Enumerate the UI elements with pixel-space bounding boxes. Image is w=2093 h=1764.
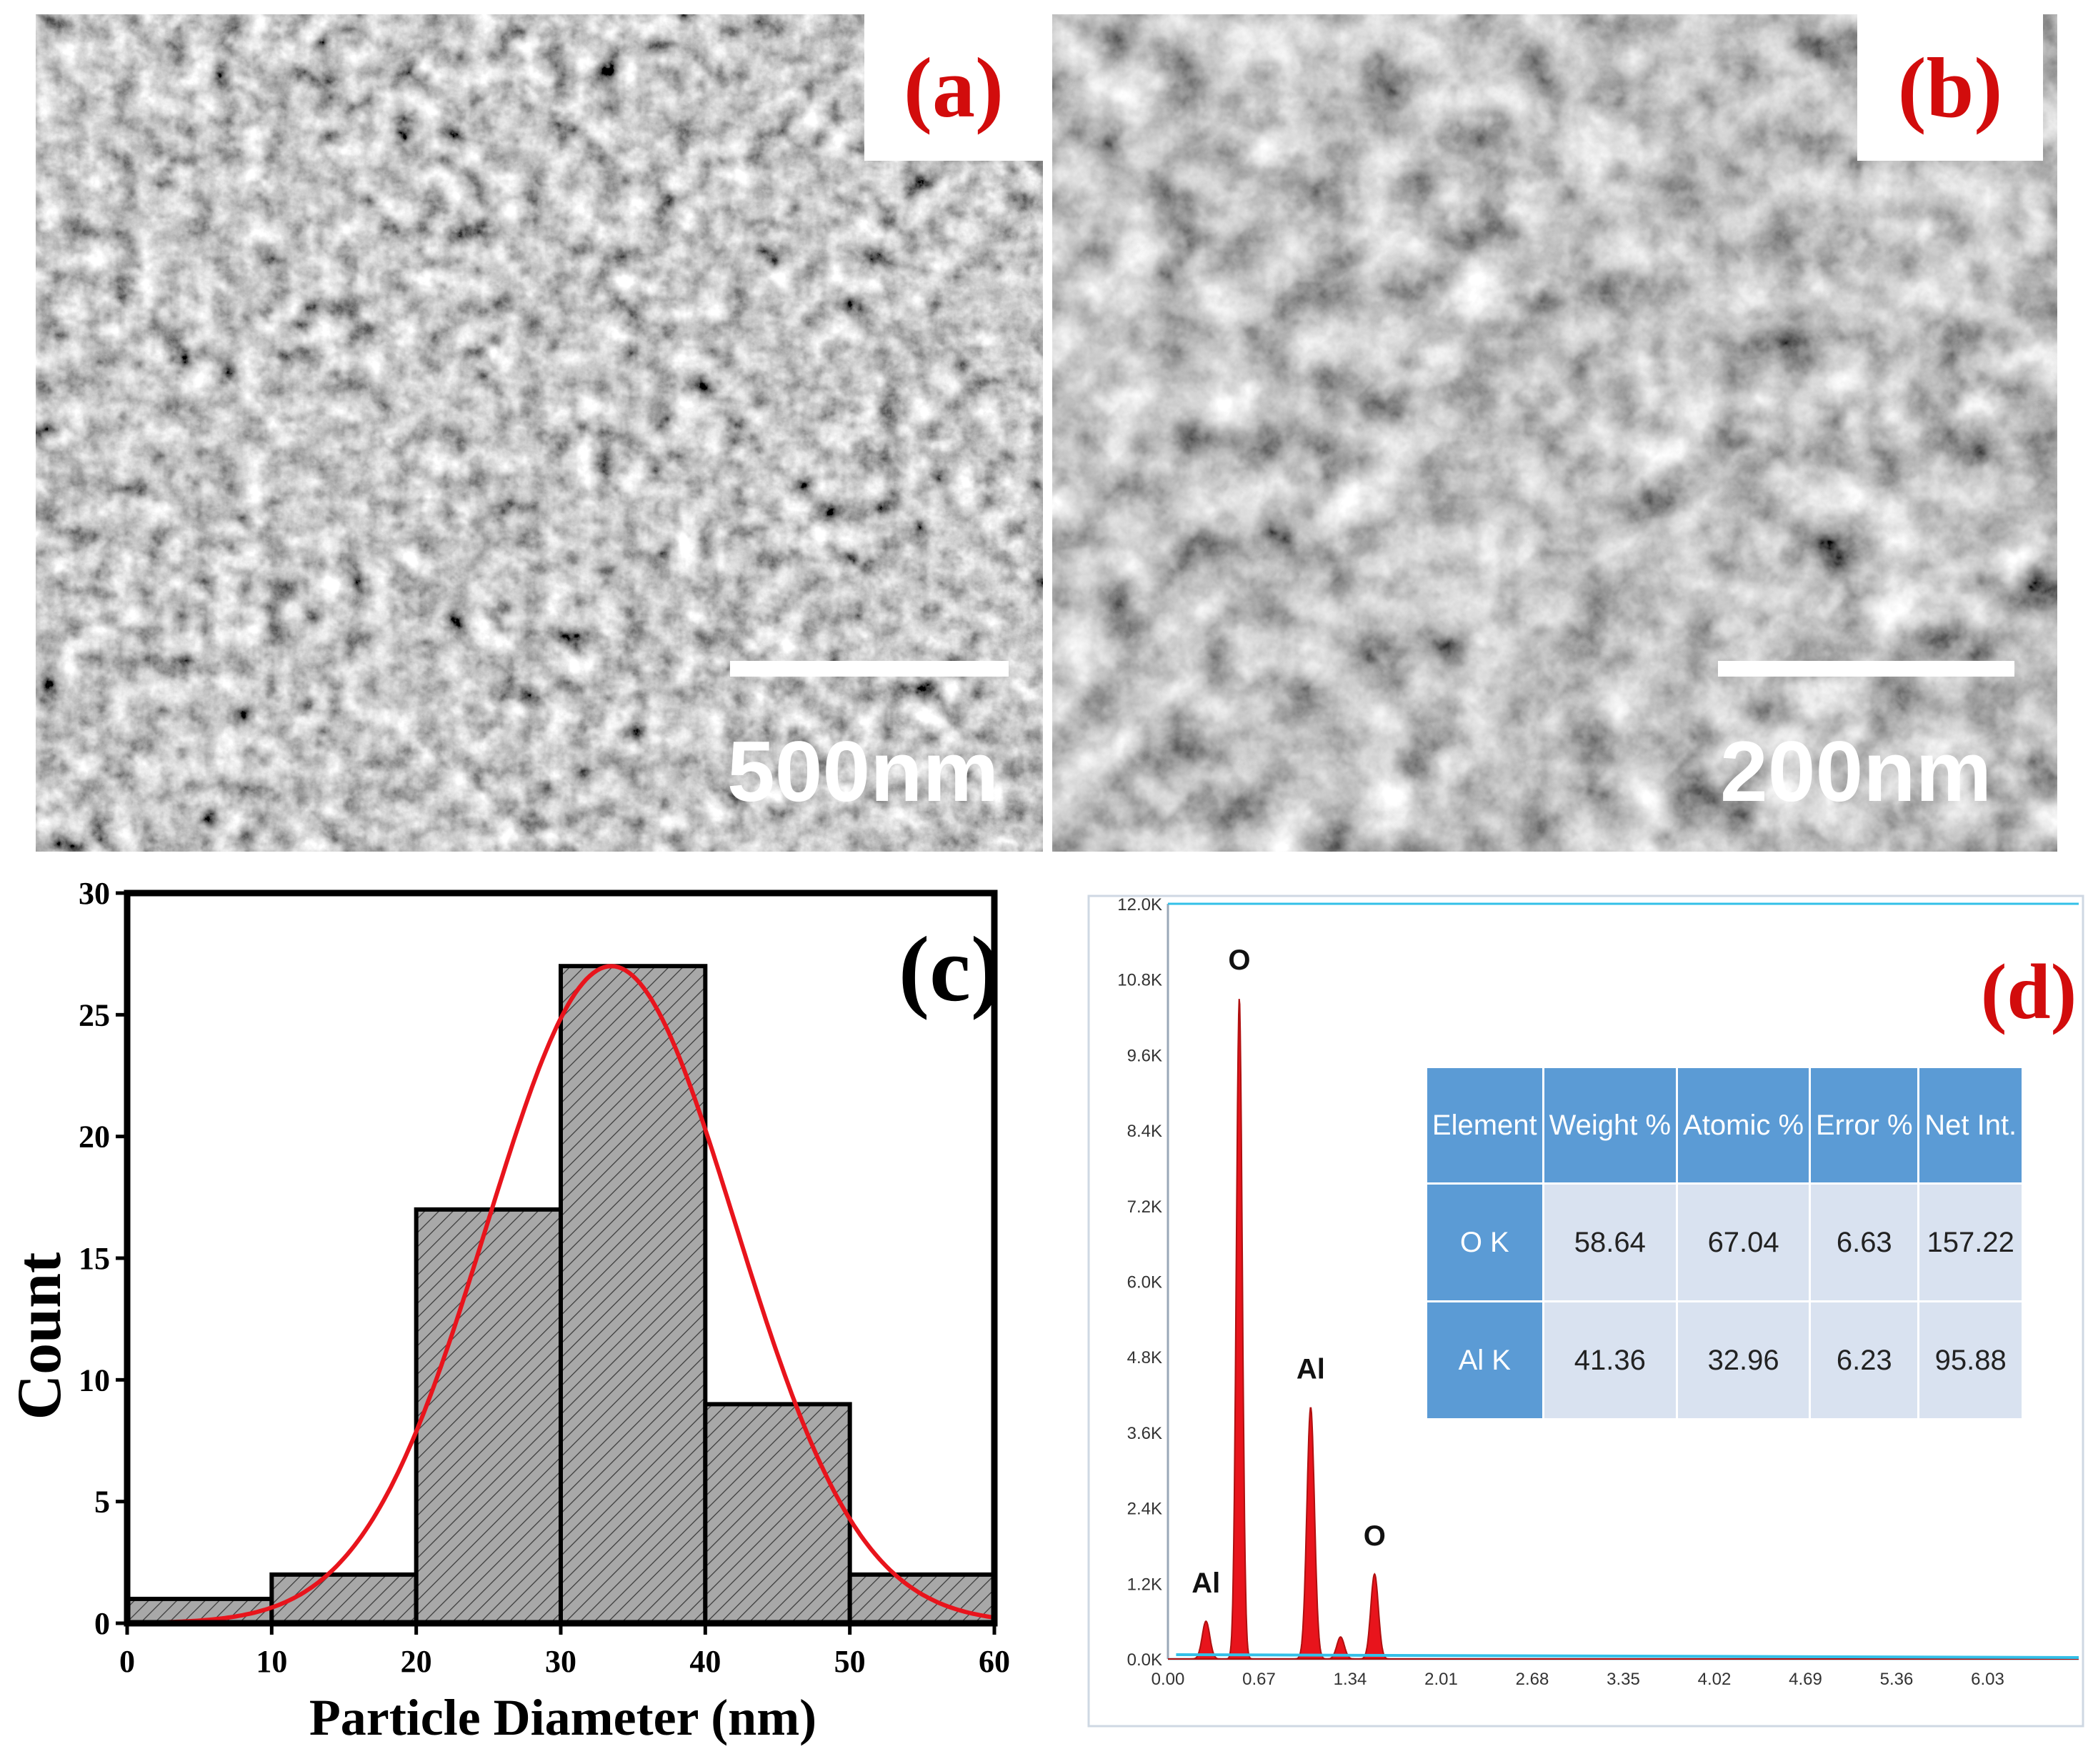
- scale-bar-a: [730, 661, 1009, 677]
- panel-label-a: (a): [864, 14, 1043, 161]
- eds-composition-table: Element Weight % Atomic % Error % Net In…: [1427, 1068, 2024, 1418]
- table-cell: Al K: [1427, 1300, 1544, 1418]
- sem-panel-b: (b) 200nm: [1052, 14, 2057, 852]
- panel-label-c: (c): [899, 918, 1001, 1021]
- eds-spectrum-chart: 0.0K 1.2K 2.4K 3.6K 4.8K 6.0K 7.2K 8.4K 9.6K 10.8…: [1087, 895, 2084, 1728]
- y-axis-label: Count: [5, 1252, 74, 1420]
- eds-x-tick-label: 0.00: [1152, 1670, 1185, 1689]
- y-tick-label: 0: [94, 1606, 110, 1641]
- eds-y-tick-label: 7.2K: [1127, 1197, 1162, 1217]
- table-cell: 58.64: [1543, 1182, 1679, 1302]
- scale-text-b: 200nm: [1720, 724, 1992, 819]
- table-header: Atomic %: [1677, 1068, 1812, 1184]
- table-header: Weight %: [1543, 1068, 1679, 1184]
- table-cell: 67.04: [1677, 1182, 1812, 1302]
- scale-text-a: 500nm: [727, 724, 999, 819]
- scale-bar-b: [1718, 661, 2014, 677]
- sem-panel-a: (a) 500nm: [36, 14, 1043, 852]
- eds-y-tick-label: 2.4K: [1127, 1500, 1162, 1519]
- histogram-bar: [703, 1402, 852, 1626]
- eds-panel: 0.0K 1.2K 2.4K 3.6K 4.8K 6.0K 7.2K 8.4K 9.6K 10.8…: [1086, 893, 2086, 1729]
- histogram-bar: [847, 1572, 996, 1625]
- eds-x-tick-label: 2.01: [1424, 1670, 1458, 1689]
- panel-label-b: (b): [1857, 14, 2043, 161]
- table-cell: O K: [1427, 1182, 1544, 1302]
- eds-y-tick-label: 0.0K: [1127, 1650, 1162, 1670]
- table-cell: 6.23: [1809, 1300, 1920, 1418]
- eds-x-tick-label: 1.34: [1334, 1670, 1367, 1689]
- histogram-bar: [559, 964, 708, 1625]
- table-row: O K 58.64 67.04 6.63 157.22: [1427, 1182, 2024, 1302]
- table-header: Error %: [1809, 1068, 1920, 1184]
- eds-y-tick-label: 10.8K: [1117, 971, 1162, 990]
- eds-peak-label: Al: [1192, 1568, 1220, 1599]
- y-tick-label: 25: [79, 997, 110, 1032]
- x-tick-label: 60: [979, 1644, 1010, 1679]
- eds-peak-label: O: [1228, 945, 1250, 976]
- table-cell: 95.88: [1918, 1300, 2024, 1418]
- y-tick-label: 10: [79, 1362, 110, 1397]
- eds-spectrum-peaks: [1168, 998, 2079, 1660]
- eds-x-tick-label: 2.68: [1516, 1670, 1549, 1689]
- y-tick-label: 15: [79, 1241, 110, 1276]
- eds-y-tick-label: 12.0K: [1117, 895, 1162, 915]
- x-tick-label: 30: [545, 1644, 576, 1679]
- x-tick-label: 20: [401, 1644, 432, 1679]
- y-tick-label: 30: [79, 876, 110, 911]
- table-header: Net Int.: [1918, 1068, 2024, 1184]
- eds-x-tick-label: 5.36: [1880, 1670, 1914, 1689]
- table-cell: 157.22: [1918, 1182, 2024, 1302]
- eds-x-tick-label: 3.35: [1607, 1670, 1640, 1689]
- x-tick-label: 40: [689, 1644, 721, 1679]
- table-row: Al K 41.36 32.96 6.23 95.88: [1427, 1300, 2024, 1418]
- y-tick-label: 20: [79, 1120, 110, 1155]
- eds-x-tick-label: 4.69: [1789, 1670, 1822, 1689]
- y-tick-label: 5: [94, 1485, 110, 1520]
- eds-x-tick-label: 6.03: [1971, 1670, 2004, 1689]
- eds-baseline: [1176, 1653, 2079, 1659]
- gaussian-fit-curve: [156, 964, 995, 1625]
- x-tick-label: 10: [256, 1644, 287, 1679]
- eds-y-tick-label: 3.6K: [1127, 1424, 1162, 1443]
- eds-y-tick-label: 8.4K: [1127, 1122, 1162, 1141]
- x-tick-label: 0: [119, 1644, 135, 1679]
- eds-peak-label: Al: [1297, 1354, 1325, 1385]
- histogram-bar: [414, 1207, 564, 1626]
- panel-label-d: (d): [1981, 948, 2077, 1035]
- eds-y-tick-label: 6.0K: [1127, 1273, 1162, 1292]
- table-cell: 41.36: [1543, 1300, 1679, 1418]
- x-tick-label: 50: [834, 1644, 866, 1679]
- table-cell: 6.63: [1809, 1182, 1920, 1302]
- eds-y-tick-label: 1.2K: [1127, 1575, 1162, 1594]
- eds-y-tick-label: 4.8K: [1127, 1348, 1162, 1367]
- table-cell: 32.96: [1677, 1300, 1812, 1418]
- eds-y-tick-label: 9.6K: [1127, 1046, 1162, 1065]
- x-axis-label: Particle Diameter (nm): [309, 1689, 816, 1746]
- eds-x-tick-label: 4.02: [1698, 1670, 1732, 1689]
- eds-peak-label: O: [1364, 1520, 1386, 1552]
- histogram-chart: 0 10 20 30 40 50 60 0 5 10 15 20 25 30 (c) Particle …: [5, 876, 1010, 1746]
- eds-x-tick-label: 0.67: [1242, 1670, 1276, 1689]
- table-header: Element: [1427, 1068, 1544, 1184]
